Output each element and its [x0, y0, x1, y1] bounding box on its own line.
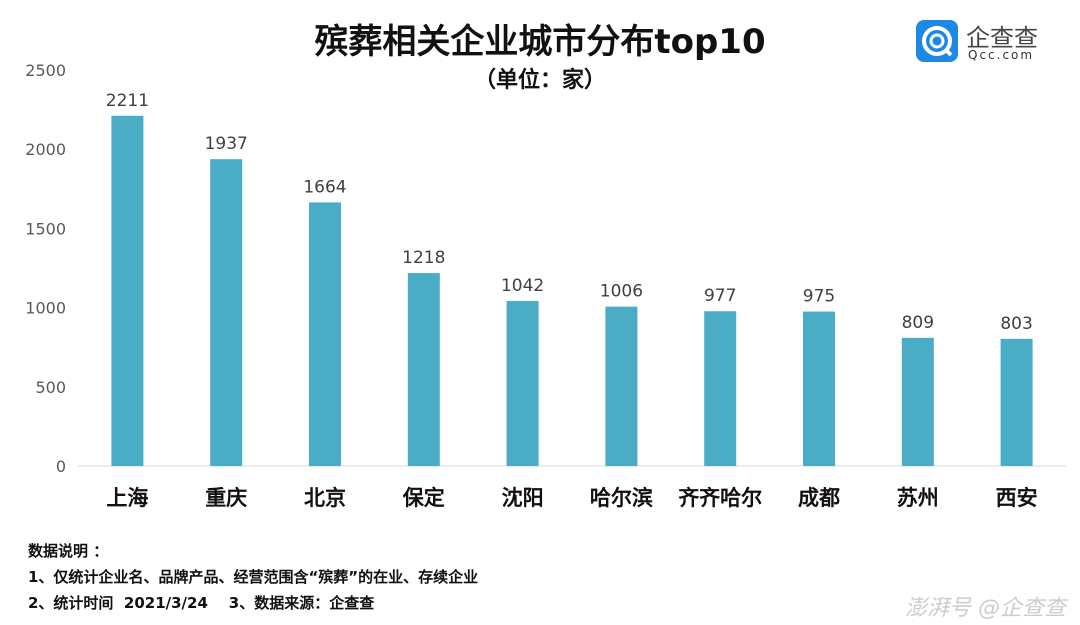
watermark: 澎湃号 @企查查 [905, 596, 1066, 621]
notes-heading: 数据说明 ： [28, 542, 109, 560]
logo-text-en: Qcc.com [968, 48, 1035, 62]
data-label: 1218 [402, 248, 445, 268]
data-notes: 数据说明 ： 1、仅统计企业名、品牌产品、经营范围含“殡葬”的在业、存续企业 2… [28, 538, 478, 616]
y-tick-label: 0 [56, 457, 66, 476]
x-tick-label: 保定 [402, 486, 445, 510]
x-tick-label: 哈尔滨 [590, 486, 653, 510]
y-tick-label: 2500 [25, 61, 66, 80]
notes-line-1: 1、仅统计企业名、品牌产品、经营范围含“殡葬”的在业、存续企业 [28, 568, 479, 586]
y-tick-label: 1000 [25, 299, 66, 318]
x-tick-label: 重庆 [205, 486, 247, 510]
data-label: 803 [1000, 314, 1032, 334]
bar-chart: 0 500 1000 1500 2000 2500 2211 上海 1937 重庆 1664 北京 12… [25, 61, 1066, 510]
logo-text-cn: 企查查 [966, 24, 1038, 52]
x-tick-label: 苏州 [897, 486, 939, 510]
y-tick-label: 2000 [25, 140, 66, 159]
x-tick-label: 齐齐哈尔 [678, 486, 762, 510]
notes-line-2: 2、统计时间 2021/3/24 3、数据来源：企查查 [28, 594, 375, 612]
qcc-logo-icon [916, 20, 958, 62]
bar [901, 337, 934, 466]
x-tick-label: 北京 [304, 486, 346, 510]
data-label: 809 [902, 313, 934, 333]
bar [309, 202, 341, 466]
bar [506, 300, 539, 466]
data-label: 1664 [303, 177, 346, 197]
x-tick-label: 沈阳 [502, 486, 544, 510]
bar [1000, 338, 1033, 466]
bar [605, 306, 638, 466]
bar [111, 115, 144, 467]
x-tick-label: 西安 [996, 486, 1038, 510]
chart-subtitle: （单位：家） [473, 68, 606, 93]
bar [704, 311, 737, 466]
data-label: 1937 [205, 134, 248, 154]
data-label: 977 [704, 286, 736, 306]
x-tick-label: 上海 [106, 486, 148, 510]
y-tick-label: 1500 [25, 219, 66, 238]
chart-title: 殡葬相关企业城市分布top10 [314, 22, 766, 62]
bar [407, 273, 440, 466]
bar [210, 159, 243, 466]
qcc-logo: 企查查 Qcc.com [916, 18, 1066, 64]
data-label: 1042 [501, 276, 544, 296]
y-tick-label: 500 [35, 378, 66, 397]
data-label: 1006 [600, 282, 643, 302]
x-tick-label: 成都 [798, 486, 840, 510]
bar [803, 311, 835, 466]
data-label: 975 [803, 287, 835, 307]
data-label: 2211 [106, 91, 149, 111]
